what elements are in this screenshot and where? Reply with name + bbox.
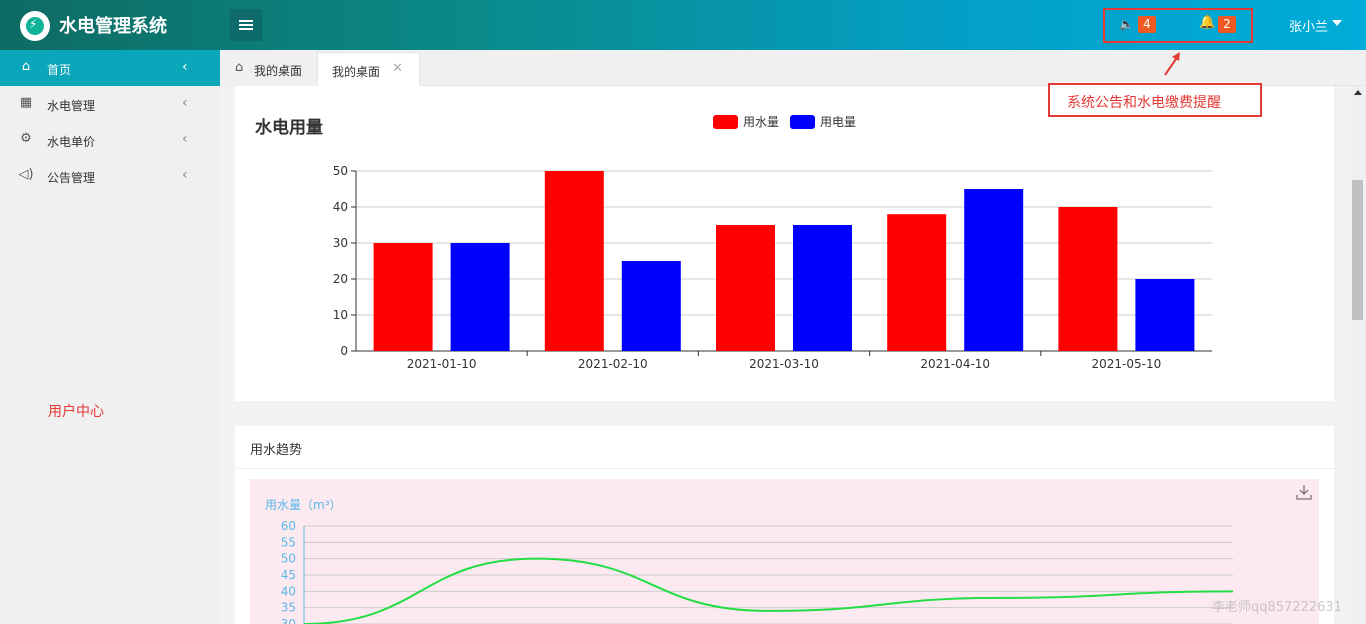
legend-swatch [713, 115, 738, 129]
trend-card-header: 用水趋势 [235, 426, 1334, 469]
bill-reminder-badge[interactable]: 2 [1218, 16, 1236, 33]
y-tick-label: 45 [281, 568, 296, 582]
y-tick-label: 55 [281, 535, 296, 549]
bar [887, 214, 947, 351]
lightning-icon [26, 17, 44, 35]
tab-desktop[interactable]: 我的桌面 ✕ [317, 52, 420, 86]
y-tick-label: 40 [333, 200, 348, 214]
x-tick-label: 2021-05-10 [1092, 357, 1162, 371]
y-tick-label: 35 [281, 601, 296, 615]
chevron-left-icon: ‹ [182, 167, 188, 183]
speaker-icon[interactable]: 🔈 [1119, 17, 1134, 31]
bar [373, 243, 433, 351]
user-center-annotation: 用户中心 [48, 404, 104, 420]
annotation-arrow [1164, 52, 1180, 76]
hamburger-line [239, 20, 253, 22]
calendar-icon: ▦ [19, 95, 33, 110]
sidebar-item-label: 首页 [47, 63, 72, 77]
app-title: 水电管理系统 [59, 16, 167, 37]
notification-area: 🔈 4 🔔 2 [1103, 8, 1253, 43]
top-header: 水电管理系统 🔈 4 🔔 2 张小兰 [0, 0, 1366, 50]
tab-home[interactable]: ⌂ 我的桌面 [220, 52, 317, 86]
trend-card-title: 用水趋势 [250, 443, 303, 458]
bar [716, 225, 775, 351]
sidebar-item-label: 水电单价 [47, 135, 96, 149]
y-tick-label: 30 [281, 617, 296, 624]
y-tick-label: 30 [333, 236, 348, 250]
sidebar-item-unit-price[interactable]: ⚙ 水电单价 ‹ [0, 122, 220, 158]
usage-card: 水电用量 0 10 20 30 40 50 2021-01-10 2021-02-10 2021… [235, 86, 1334, 401]
y-tick-label: 10 [333, 308, 348, 322]
x-tick-label: 2021-04-10 [920, 357, 990, 371]
hamburger-line [239, 24, 253, 26]
app-logo [20, 11, 50, 41]
menu-toggle-button[interactable] [230, 9, 262, 41]
usage-bar-chart: 0 10 20 30 40 50 2021-01-10 2021-02-10 2021-03-1… [333, 115, 1212, 371]
sidebar-item-label: 公告管理 [47, 171, 96, 185]
scrollbar[interactable] [1350, 86, 1366, 624]
speaker-icon: ◁) [18, 167, 34, 182]
trend-chart-panel: 用水量（m³） 30 35 40 45 50 55 60 [250, 479, 1319, 624]
y-tick-label: 60 [281, 519, 296, 533]
close-icon[interactable]: ✕ [392, 61, 403, 76]
chevron-left-icon: ‹ [182, 59, 188, 75]
y-tick-label: 50 [333, 164, 348, 178]
tab-bar: ⌂ 我的桌面 我的桌面 ✕ [220, 50, 1366, 86]
bar [621, 261, 681, 351]
bar [793, 225, 852, 351]
home-icon: ⌂ [21, 59, 31, 74]
chevron-left-icon: ‹ [182, 131, 188, 147]
y-tick-label: 20 [333, 272, 348, 286]
sidebar: ⌂ 首页 ‹ ▦ 水电管理 ‹ ⚙ 水电单价 ‹ ◁) 公告管理 ‹ 用户中心 [0, 50, 220, 624]
usage-card-title: 水电用量 [255, 118, 323, 138]
series-line [303, 557, 1234, 624]
bar [1135, 279, 1195, 351]
bell-icon[interactable]: 🔔 [1199, 15, 1216, 30]
home-icon: ⌂ [235, 60, 244, 75]
bar [964, 189, 1024, 351]
chevron-down-icon[interactable] [1332, 20, 1342, 26]
x-tick-label: 2021-01-10 [407, 357, 477, 371]
bar [544, 171, 604, 351]
scroll-up-arrow-icon[interactable] [1354, 90, 1362, 95]
main-content: 水电用量 0 10 20 30 40 50 2021-01-10 2021-02-10 2021… [220, 86, 1350, 624]
user-menu[interactable]: 张小兰 [1289, 20, 1329, 35]
tab-label: 我的桌面 [254, 64, 303, 78]
y-tick-label: 0 [340, 344, 348, 358]
hamburger-line [239, 28, 253, 30]
legend-label: 用电量 [820, 115, 856, 129]
x-tick-label: 2021-03-10 [749, 357, 819, 371]
notice-annotation: 系统公告和水电缴费提醒 [1048, 83, 1262, 117]
y-tick-label: 40 [281, 584, 296, 598]
sidebar-item-announcements[interactable]: ◁) 公告管理 ‹ [0, 158, 220, 194]
sidebar-item-label: 水电管理 [47, 99, 96, 113]
chevron-left-icon: ‹ [182, 95, 188, 111]
y-axis-title: 用水量（m³） [265, 498, 342, 512]
y-tick-label: 50 [281, 552, 296, 566]
sidebar-item-home[interactable]: ⌂ 首页 ‹ [0, 50, 220, 86]
bar [1058, 207, 1118, 351]
bar [450, 243, 510, 351]
scroll-thumb[interactable] [1352, 180, 1363, 320]
legend-swatch [790, 115, 815, 129]
announcement-badge[interactable]: 4 [1138, 16, 1156, 33]
water-trend-line-chart: 用水量（m³） 30 35 40 45 50 55 60 [265, 498, 1234, 624]
tab-label: 我的桌面 [332, 65, 381, 79]
trend-card: 用水趋势 用水量（m³） 30 35 40 45 50 55 60 [235, 426, 1334, 624]
x-tick-label: 2021-02-10 [578, 357, 648, 371]
gear-icon: ⚙ [20, 131, 32, 146]
download-icon[interactable] [1295, 483, 1313, 501]
watermark: 李老师qq857222631 [1212, 600, 1342, 615]
sidebar-item-utility-management[interactable]: ▦ 水电管理 ‹ [0, 86, 220, 122]
legend-label: 用水量 [743, 115, 779, 129]
notice-annotation-text: 系统公告和水电缴费提醒 [1067, 95, 1221, 111]
